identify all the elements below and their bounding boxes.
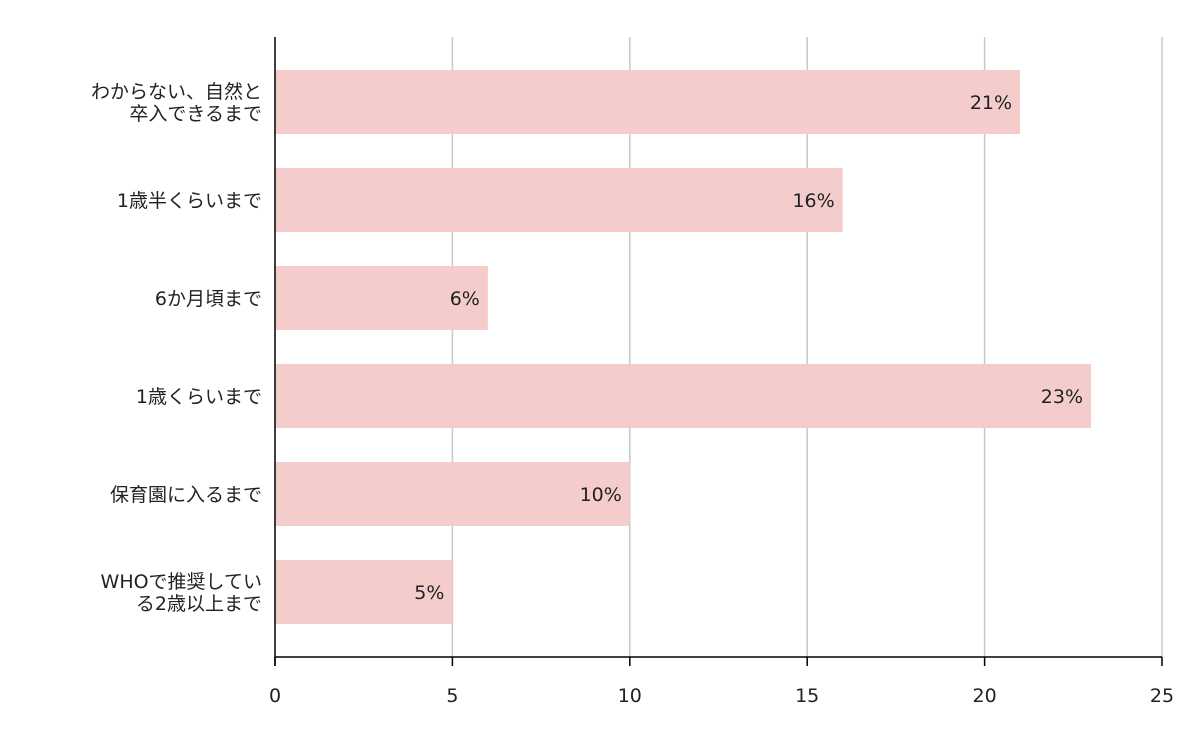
category-label-5-line-0: WHOで推奨してい [101, 571, 262, 593]
category-label-5-line-1: る2歳以上まで [136, 593, 262, 615]
x-tick-label-0: 0 [269, 685, 281, 707]
bar-1 [275, 168, 843, 232]
category-label-4: 保育園に入るまで [110, 484, 262, 506]
x-tick-label-20: 20 [973, 685, 997, 707]
gridlines [451, 37, 1163, 657]
x-tick-label-5: 5 [446, 685, 458, 707]
data-label-0: 21% [970, 92, 1012, 114]
bar-0 [275, 70, 1021, 134]
category-label-0-line-1: 卒入できるまで [129, 103, 262, 125]
category-label-1: 1歳半くらいまで [117, 190, 262, 212]
x-tick-label-25: 25 [1150, 685, 1174, 707]
bar-3 [275, 364, 1092, 428]
data-label-2: 6% [450, 288, 480, 310]
category-label-0-line-0: わからない、自然と [91, 81, 262, 103]
category-label-2: 6か月頃まで [155, 288, 262, 310]
x-tick-label-15: 15 [795, 685, 819, 707]
x-tick-label-10: 10 [618, 685, 642, 707]
bar-2 [275, 266, 488, 330]
bar-4 [275, 462, 630, 526]
axes [274, 37, 1163, 666]
bars [275, 70, 1092, 624]
bar-5 [275, 560, 453, 624]
data-label-5: 5% [414, 582, 444, 604]
data-label-4: 10% [580, 484, 622, 506]
category-label-3: 1歳くらいまで [136, 386, 262, 408]
data-label-1: 16% [792, 190, 834, 212]
data-label-3: 23% [1041, 386, 1083, 408]
